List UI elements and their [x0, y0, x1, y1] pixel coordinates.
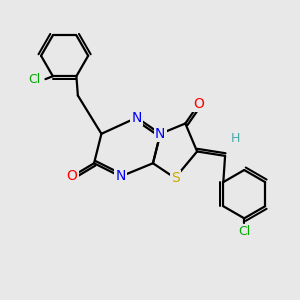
Text: O: O — [193, 98, 204, 111]
Text: N: N — [132, 111, 142, 124]
Text: S: S — [171, 171, 179, 185]
Text: N: N — [155, 127, 166, 141]
Text: H: H — [231, 132, 240, 145]
Text: O: O — [67, 169, 77, 184]
Text: Cl: Cl — [28, 73, 40, 85]
Text: N: N — [116, 169, 126, 184]
Text: Cl: Cl — [238, 225, 250, 238]
